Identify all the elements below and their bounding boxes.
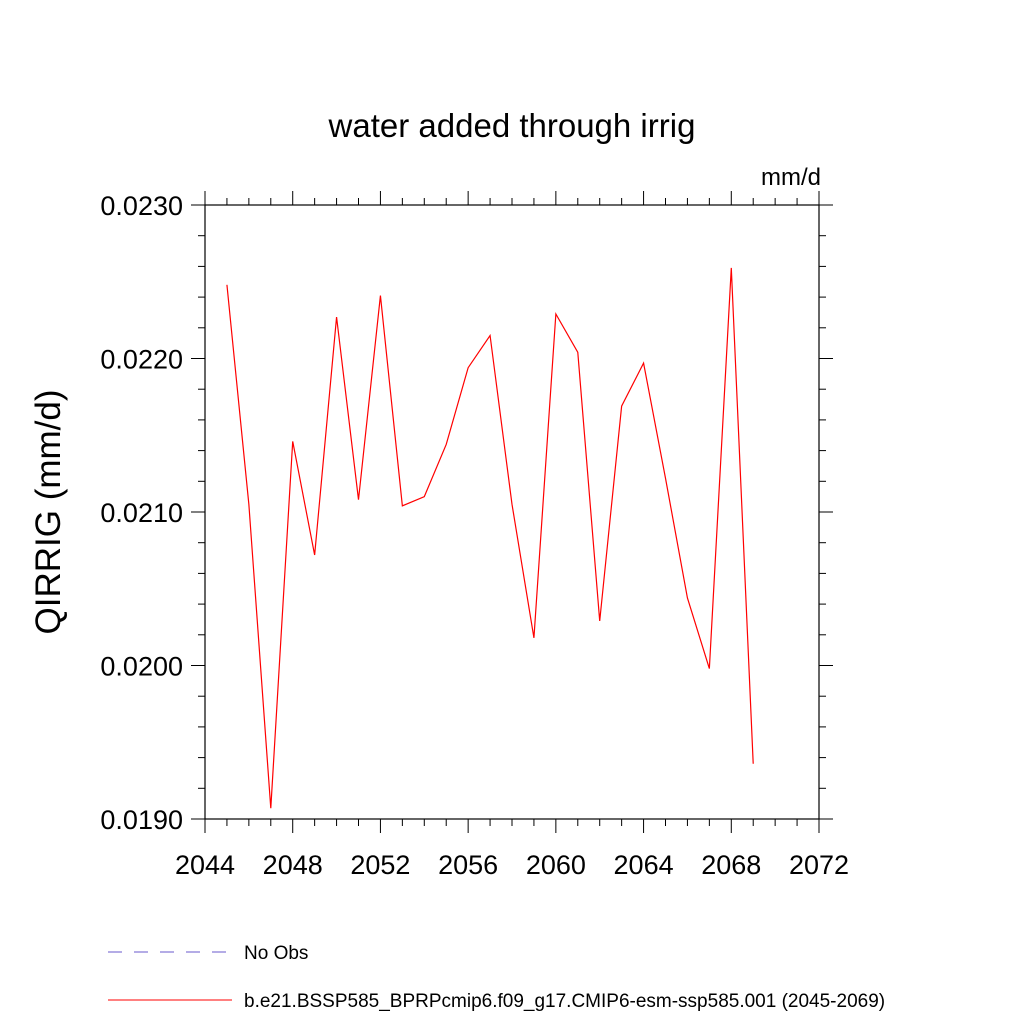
x-tick-label: 2052 — [350, 850, 410, 880]
plot-frame — [204, 204, 820, 820]
series-line-1 — [226, 267, 754, 809]
x-tick-label: 2056 — [438, 850, 498, 880]
chart-title: water added through irrig — [328, 107, 696, 144]
legend: No Obs b.e21.BSSP585_BPRPcmip6.f09_g17.CM… — [108, 943, 885, 1012]
x-tick-label: 2048 — [263, 850, 323, 880]
axis-ticks — [191, 191, 833, 833]
y-tick-label: 0.0220 — [100, 345, 183, 375]
x-tick-label: 2044 — [175, 850, 235, 880]
axis-tick-labels: 0.0190 0.0200 0.0210 0.0220 0.0230 2044 2048 20… — [100, 191, 849, 880]
legend-label-0: No Obs — [244, 943, 308, 964]
x-tick-label: 2064 — [614, 850, 674, 880]
y-tick-label: 0.0210 — [100, 498, 183, 528]
y-tick-label: 0.0190 — [100, 805, 183, 835]
x-tick-label: 2072 — [789, 850, 849, 880]
series-layer — [226, 267, 754, 809]
units-label: mm/d — [761, 164, 821, 191]
x-tick-label: 2060 — [526, 850, 586, 880]
legend-label-1: b.e21.BSSP585_BPRPcmip6.f09_g17.CMIP6-es… — [244, 991, 885, 1012]
x-tick-label: 2068 — [701, 850, 761, 880]
y-axis-label: QIRRIG (mm/d) — [29, 390, 68, 635]
y-tick-label: 0.0200 — [100, 652, 183, 682]
y-tick-label: 0.0230 — [100, 191, 183, 221]
